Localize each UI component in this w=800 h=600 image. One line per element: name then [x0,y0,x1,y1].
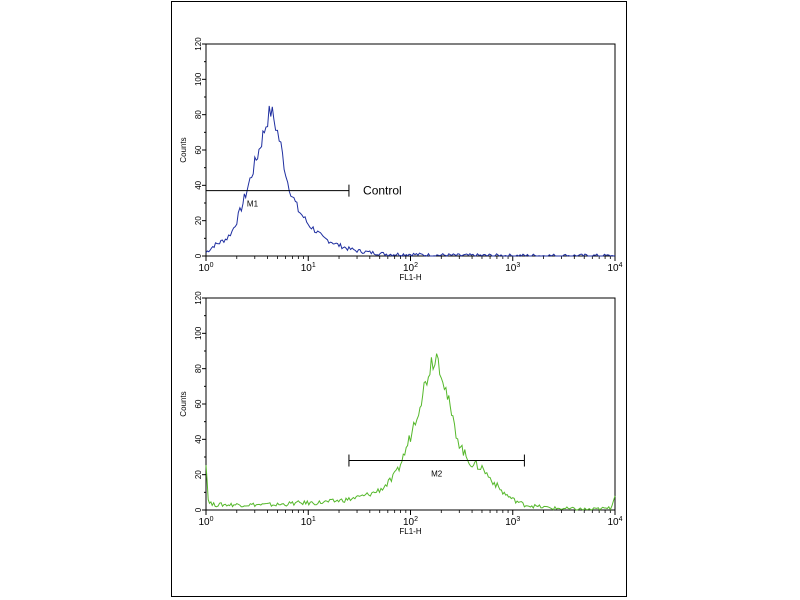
y-axis-label: Counts [179,391,188,416]
plot-area [205,43,616,257]
sample-label: Control [363,184,402,198]
gate-marker-label: M1 [247,200,259,209]
y-tick-label: 0 [194,507,203,512]
x-axis-label: FL1-H [399,527,421,536]
x-tick-label: 102 [403,516,418,528]
x-tick-label: 104 [607,516,622,528]
histogram-line [205,105,616,257]
histogram-panel-2: 0 20 40 60 80 100 120 100 101 102 103 104 FL1-H Count… [179,291,623,536]
y-tick-label: 120 [194,291,203,305]
y-tick-label: 60 [194,399,203,408]
y-axis-label: Counts [179,137,188,162]
x-tick-label: 104 [607,262,622,274]
x-axis-label: FL1-H [399,273,421,282]
x-tick-label: 103 [505,516,520,528]
plot-area [205,297,616,511]
y-tick-label: 40 [194,434,203,443]
y-tick-label: 0 [194,253,203,258]
figure-frame [171,1,627,597]
x-tick-label: 100 [198,262,213,274]
y-tick-label: 60 [194,145,203,154]
y-tick-label: 20 [194,216,203,225]
x-tick-label: 101 [301,262,316,274]
histogram-panel-1: 0 20 40 60 80 100 120 100 101 102 103 104 FL1-H Count… [179,37,623,282]
histogram-line [205,353,616,511]
y-tick-label: 120 [194,37,203,51]
y-tick-label: 40 [194,180,203,189]
y-tick-label: 80 [194,110,203,119]
y-tick-label: 100 [194,326,203,340]
x-tick-label: 102 [403,262,418,274]
x-tick-label: 100 [198,516,213,528]
y-tick-label: 100 [194,72,203,86]
x-tick-label: 101 [301,516,316,528]
gate-marker-label: M2 [431,470,443,479]
x-tick-label: 103 [505,262,520,274]
y-tick-label: 20 [194,470,203,479]
y-tick-label: 80 [194,364,203,373]
